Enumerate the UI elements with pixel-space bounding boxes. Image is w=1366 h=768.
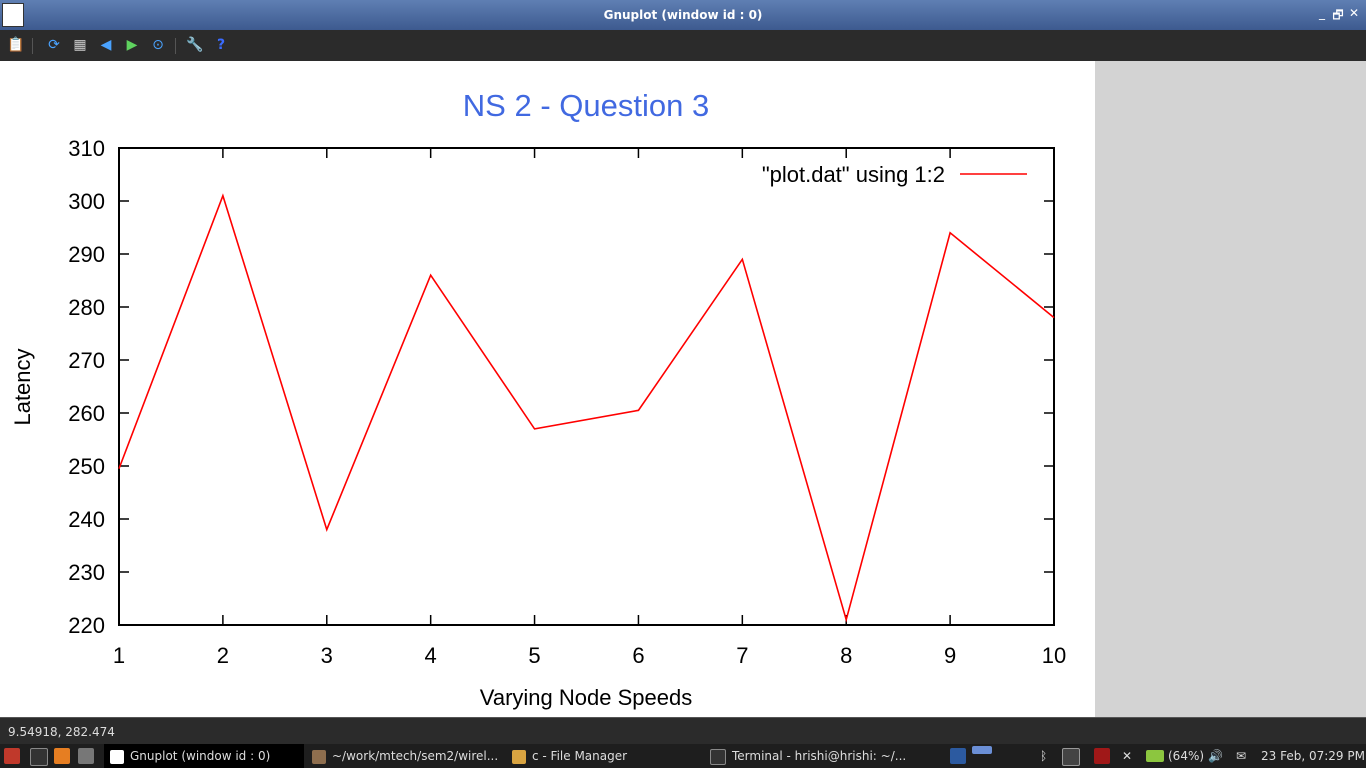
x-tick-label: 2: [217, 643, 229, 668]
network-icon[interactable]: ✕: [1122, 749, 1133, 763]
workspace-switcher-icon[interactable]: [950, 748, 966, 764]
y-tick-label: 260: [68, 401, 105, 426]
y-tick-label: 240: [68, 507, 105, 532]
zoom-previous-icon[interactable]: ◀: [100, 37, 112, 53]
task-label: Terminal - hrishi@hrishi: ~/...: [732, 749, 907, 763]
x-tick-label: 4: [425, 643, 437, 668]
toolbar-separator: [175, 38, 176, 54]
bluetooth-icon[interactable]: ᛒ: [1040, 749, 1048, 763]
y-tick-label: 290: [68, 242, 105, 267]
y-tick-label: 230: [68, 560, 105, 585]
settings-icon[interactable]: 🔧: [186, 37, 204, 53]
x-tick-label: 3: [321, 643, 333, 668]
window-title: Gnuplot (window id : 0): [603, 8, 763, 22]
terminal-icon: [710, 748, 726, 765]
x-tick-label: 9: [944, 643, 956, 668]
workspace-1[interactable]: [972, 746, 992, 754]
toolbar-separator: [32, 38, 33, 54]
minimize-button[interactable]: _: [1319, 6, 1325, 20]
mail-icon[interactable]: ✉: [1236, 749, 1247, 763]
y-tick-label: 250: [68, 454, 105, 479]
gnuplot-app-icon: [2, 3, 24, 27]
battery-percent: (64%): [1168, 749, 1205, 763]
window-titlebar[interactable]: Gnuplot (window id : 0) _ 🗗 ✕: [0, 0, 1366, 30]
x-tick-label: 8: [840, 643, 852, 668]
line-chart: 220 230 240 250 260 270 280 290 300 310 1 2 3 4 5 6 7 8 9 1…: [10, 88, 1066, 710]
y-axis-label: Latency: [10, 348, 35, 425]
task-editor[interactable]: ~/work/mtech/sem2/wirel...: [306, 744, 504, 768]
replot-icon[interactable]: ⟳: [48, 37, 60, 53]
copy-clipboard-icon[interactable]: 📋: [7, 37, 25, 53]
record-icon[interactable]: [1094, 748, 1110, 764]
x-tick-label: 1: [113, 643, 125, 668]
restore-button[interactable]: 🗗: [1332, 8, 1344, 22]
task-terminal[interactable]: Terminal - hrishi@hrishi: ~/...: [704, 744, 930, 768]
y-tick-label: 310: [68, 136, 105, 161]
close-button[interactable]: ✕: [1348, 6, 1360, 20]
mouse-coordinates: 9.54918, 282.474: [8, 725, 115, 739]
y-tick-label: 300: [68, 189, 105, 214]
task-gnuplot[interactable]: Gnuplot (window id : 0): [104, 744, 304, 768]
status-bar: 9.54918, 282.474: [0, 717, 1366, 745]
series-line: [118, 193, 1055, 623]
keyboard-icon[interactable]: [1062, 748, 1080, 766]
x-tick-label: 7: [736, 643, 748, 668]
task-label: c - File Manager: [532, 749, 628, 763]
empty-panel: [1095, 61, 1366, 717]
y-tick-label: 280: [68, 295, 105, 320]
gnuplot-icon: [110, 749, 124, 764]
editor-icon: [312, 749, 326, 764]
volume-icon[interactable]: 🔊: [1208, 749, 1223, 763]
toolbar: 📋 ⟳ ▦ ◀ ▶ ⊙ 🔧 ?: [0, 30, 1366, 61]
grid-icon[interactable]: ▦: [73, 37, 87, 53]
folder-icon: [512, 749, 526, 764]
plot-canvas[interactable]: 220 230 240 250 260 270 280 290 300 310 1 2 3 4 5 6 7 8 9 1…: [0, 61, 1095, 717]
terminal-launcher-icon[interactable]: [30, 748, 48, 766]
x-tick-label: 6: [632, 643, 644, 668]
chart-title: NS 2 - Question 3: [463, 88, 709, 123]
task-label: Gnuplot (window id : 0): [130, 749, 271, 763]
y-tick-label: 220: [68, 613, 105, 638]
x-axis-label: Varying Node Speeds: [480, 685, 692, 710]
battery-icon[interactable]: [1146, 750, 1164, 762]
menu-icon[interactable]: [4, 748, 20, 764]
x-tick-label: 5: [528, 643, 540, 668]
y-tick-label: 270: [68, 348, 105, 373]
x-tick-label: 10: [1042, 643, 1066, 668]
plot-frame: [118, 147, 1055, 626]
legend-label: "plot.dat" using 1:2: [762, 162, 945, 187]
files-launcher-icon[interactable]: [78, 748, 94, 764]
help-icon[interactable]: ?: [216, 37, 226, 53]
clock: 23 Feb, 07:29 PM: [1261, 749, 1365, 763]
autoscale-icon[interactable]: ⊙: [152, 37, 164, 53]
browser-launcher-icon[interactable]: [54, 748, 70, 764]
task-file-manager[interactable]: c - File Manager: [506, 744, 702, 768]
taskbar: Gnuplot (window id : 0) ~/work/mtech/sem…: [0, 744, 1366, 768]
task-label: ~/work/mtech/sem2/wirel...: [332, 749, 499, 763]
zoom-next-icon[interactable]: ▶: [126, 37, 138, 53]
